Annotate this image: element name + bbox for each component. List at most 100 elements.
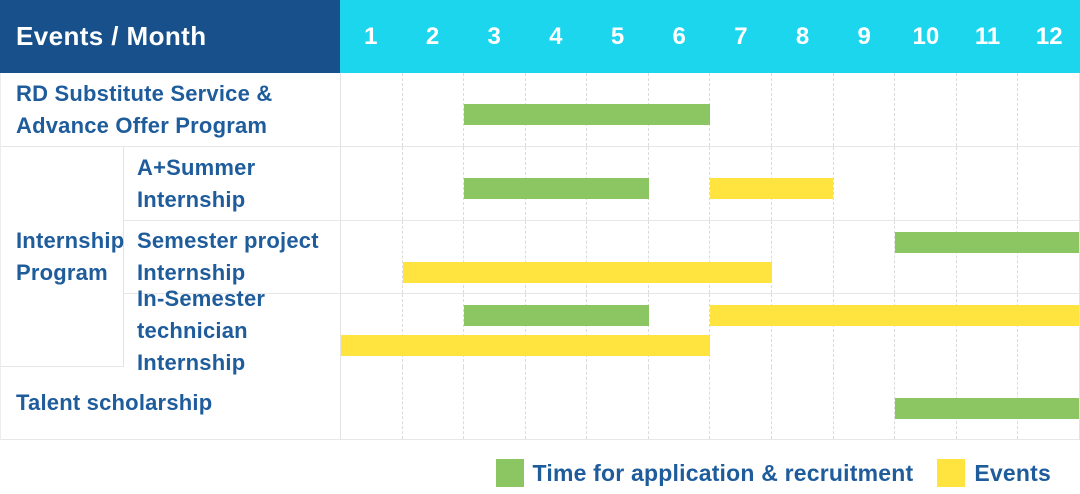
month-grid-cell <box>895 147 957 220</box>
month-grid-cell <box>649 367 711 439</box>
month-grid-cell <box>957 73 1019 146</box>
group-label-text: Internship Program <box>16 227 125 285</box>
month-grid-cell <box>403 147 465 220</box>
month-grid-cell <box>710 294 773 367</box>
month-grid-cell <box>341 367 403 439</box>
month-grid-cell <box>710 367 773 439</box>
month-grid-cell <box>649 294 711 367</box>
month-gridlines <box>341 294 1079 367</box>
month-grid-cell <box>526 367 588 439</box>
month-label: 11 <box>974 22 1001 50</box>
table-row: Semester project Internship <box>124 221 1079 294</box>
month-grid-cell <box>895 221 957 293</box>
month-label: 1 <box>364 22 378 50</box>
month-grid-cell <box>649 147 711 220</box>
month-grid-cell <box>772 147 834 220</box>
month-grid-cell <box>772 294 834 367</box>
month-label: 4 <box>549 22 563 50</box>
row-label-a-summer: A+Summer Internship <box>124 147 341 220</box>
row-label-rd-substitute: RD Substitute Service & Advance Offer Pr… <box>1 73 341 146</box>
month-grid-cell <box>895 73 957 146</box>
month-grid-cell <box>403 367 465 439</box>
table-row: RD Substitute Service & Advance Offer Pr… <box>1 73 1079 147</box>
row-chart-talent-scholarship <box>341 367 1079 439</box>
schedule-table: Events / Month 1 2 3 4 5 6 7 8 9 10 11 12 RD Substi… <box>0 0 1080 440</box>
month-label: 10 <box>912 22 940 50</box>
month-label: 7 <box>734 22 748 50</box>
table-body: RD Substitute Service & Advance Offer Pr… <box>0 73 1080 440</box>
month-grid-cell <box>710 221 773 293</box>
month-grid-cell <box>772 221 834 293</box>
row-label-text: Semester project Internship <box>137 228 319 285</box>
table-row: Talent scholarship <box>1 367 1079 440</box>
row-label-text: In-Semester technician Internship <box>137 285 266 375</box>
row-label-text: A+Summer Internship <box>137 154 256 212</box>
month-grid-cell <box>1018 147 1079 220</box>
month-grid-cell <box>341 294 403 367</box>
row-chart-semester-project <box>341 221 1079 293</box>
row-label-talent-scholarship: Talent scholarship <box>1 367 341 439</box>
legend-events-label: Events <box>974 459 1051 486</box>
month-grid-cell <box>834 367 896 439</box>
legend-application-label: Time for application & recruitment <box>532 459 914 486</box>
application-bar <box>894 232 1079 253</box>
month-grid-cell <box>464 294 526 367</box>
group-label-internship-program: Internship Program <box>1 147 124 367</box>
events-bar <box>402 262 772 283</box>
month-label: 2 <box>425 22 440 50</box>
month-grid-cell <box>403 294 465 367</box>
month-grid-cell <box>834 73 896 146</box>
month-grid-cell <box>587 367 649 439</box>
month-grid-cell <box>341 221 403 293</box>
month-label: 8 <box>795 22 810 50</box>
group-rows: A+Summer Internship Semester project Int… <box>124 147 1079 375</box>
row-chart-in-semester <box>341 294 1079 367</box>
month-grid-cell <box>957 221 1019 293</box>
month-grid-cell <box>587 221 649 293</box>
row-label-text: Talent scholarship <box>16 390 213 415</box>
month-grid-cell <box>526 221 588 293</box>
legend: Time for application & recruitment Event… <box>495 459 1051 487</box>
month-grid-cell <box>772 73 834 146</box>
month-gridlines <box>341 73 1079 146</box>
table-row: In-Semester technician Internship <box>124 286 1079 375</box>
month-gridlines <box>341 221 1079 293</box>
month-grid-cell <box>710 73 773 146</box>
month-grid-cell <box>341 73 403 146</box>
month-grid-cell <box>834 294 896 367</box>
month-label: 6 <box>672 22 686 50</box>
events-bar <box>341 335 710 356</box>
month-grid-cell <box>1018 73 1079 146</box>
month-grid-cell <box>403 73 465 146</box>
month-grid-cell <box>464 367 526 439</box>
month-grid-cell <box>772 367 834 439</box>
month-label: 3 <box>487 22 501 50</box>
month-grid-cell <box>957 294 1019 367</box>
month-grid-cell <box>649 221 711 293</box>
row-chart-rd-substitute <box>341 73 1079 146</box>
events-swatch-icon <box>937 459 966 487</box>
row-label-semester-project: Semester project Internship <box>124 221 341 293</box>
application-bar <box>894 398 1079 419</box>
month-grid-cell <box>834 221 896 293</box>
month-label: 9 <box>857 22 871 50</box>
row-label-text: RD Substitute Service & Advance Offer Pr… <box>16 80 273 138</box>
application-swatch-icon <box>495 459 524 487</box>
month-grid-cell <box>957 147 1019 220</box>
table-row: A+Summer Internship <box>124 147 1079 221</box>
month-grid-cell <box>895 294 957 367</box>
table-header-row: Events / Month 1 2 3 4 5 6 7 8 9 10 11 12 <box>0 0 1080 73</box>
month-grid-cell <box>341 147 403 220</box>
month-grid-cell <box>403 221 465 293</box>
month-label: 12 <box>1035 22 1063 50</box>
row-chart-a-summer <box>341 147 1079 220</box>
table-header-title: Events / Month <box>0 0 340 73</box>
events-bar <box>710 305 1079 326</box>
month-grid-cell <box>464 221 526 293</box>
month-label: 5 <box>610 22 625 50</box>
month-header: 1 2 3 4 5 6 7 8 9 10 11 12 <box>340 0 1080 73</box>
application-bar <box>464 178 649 199</box>
application-bar <box>464 305 649 326</box>
month-grid-cell <box>587 294 649 367</box>
